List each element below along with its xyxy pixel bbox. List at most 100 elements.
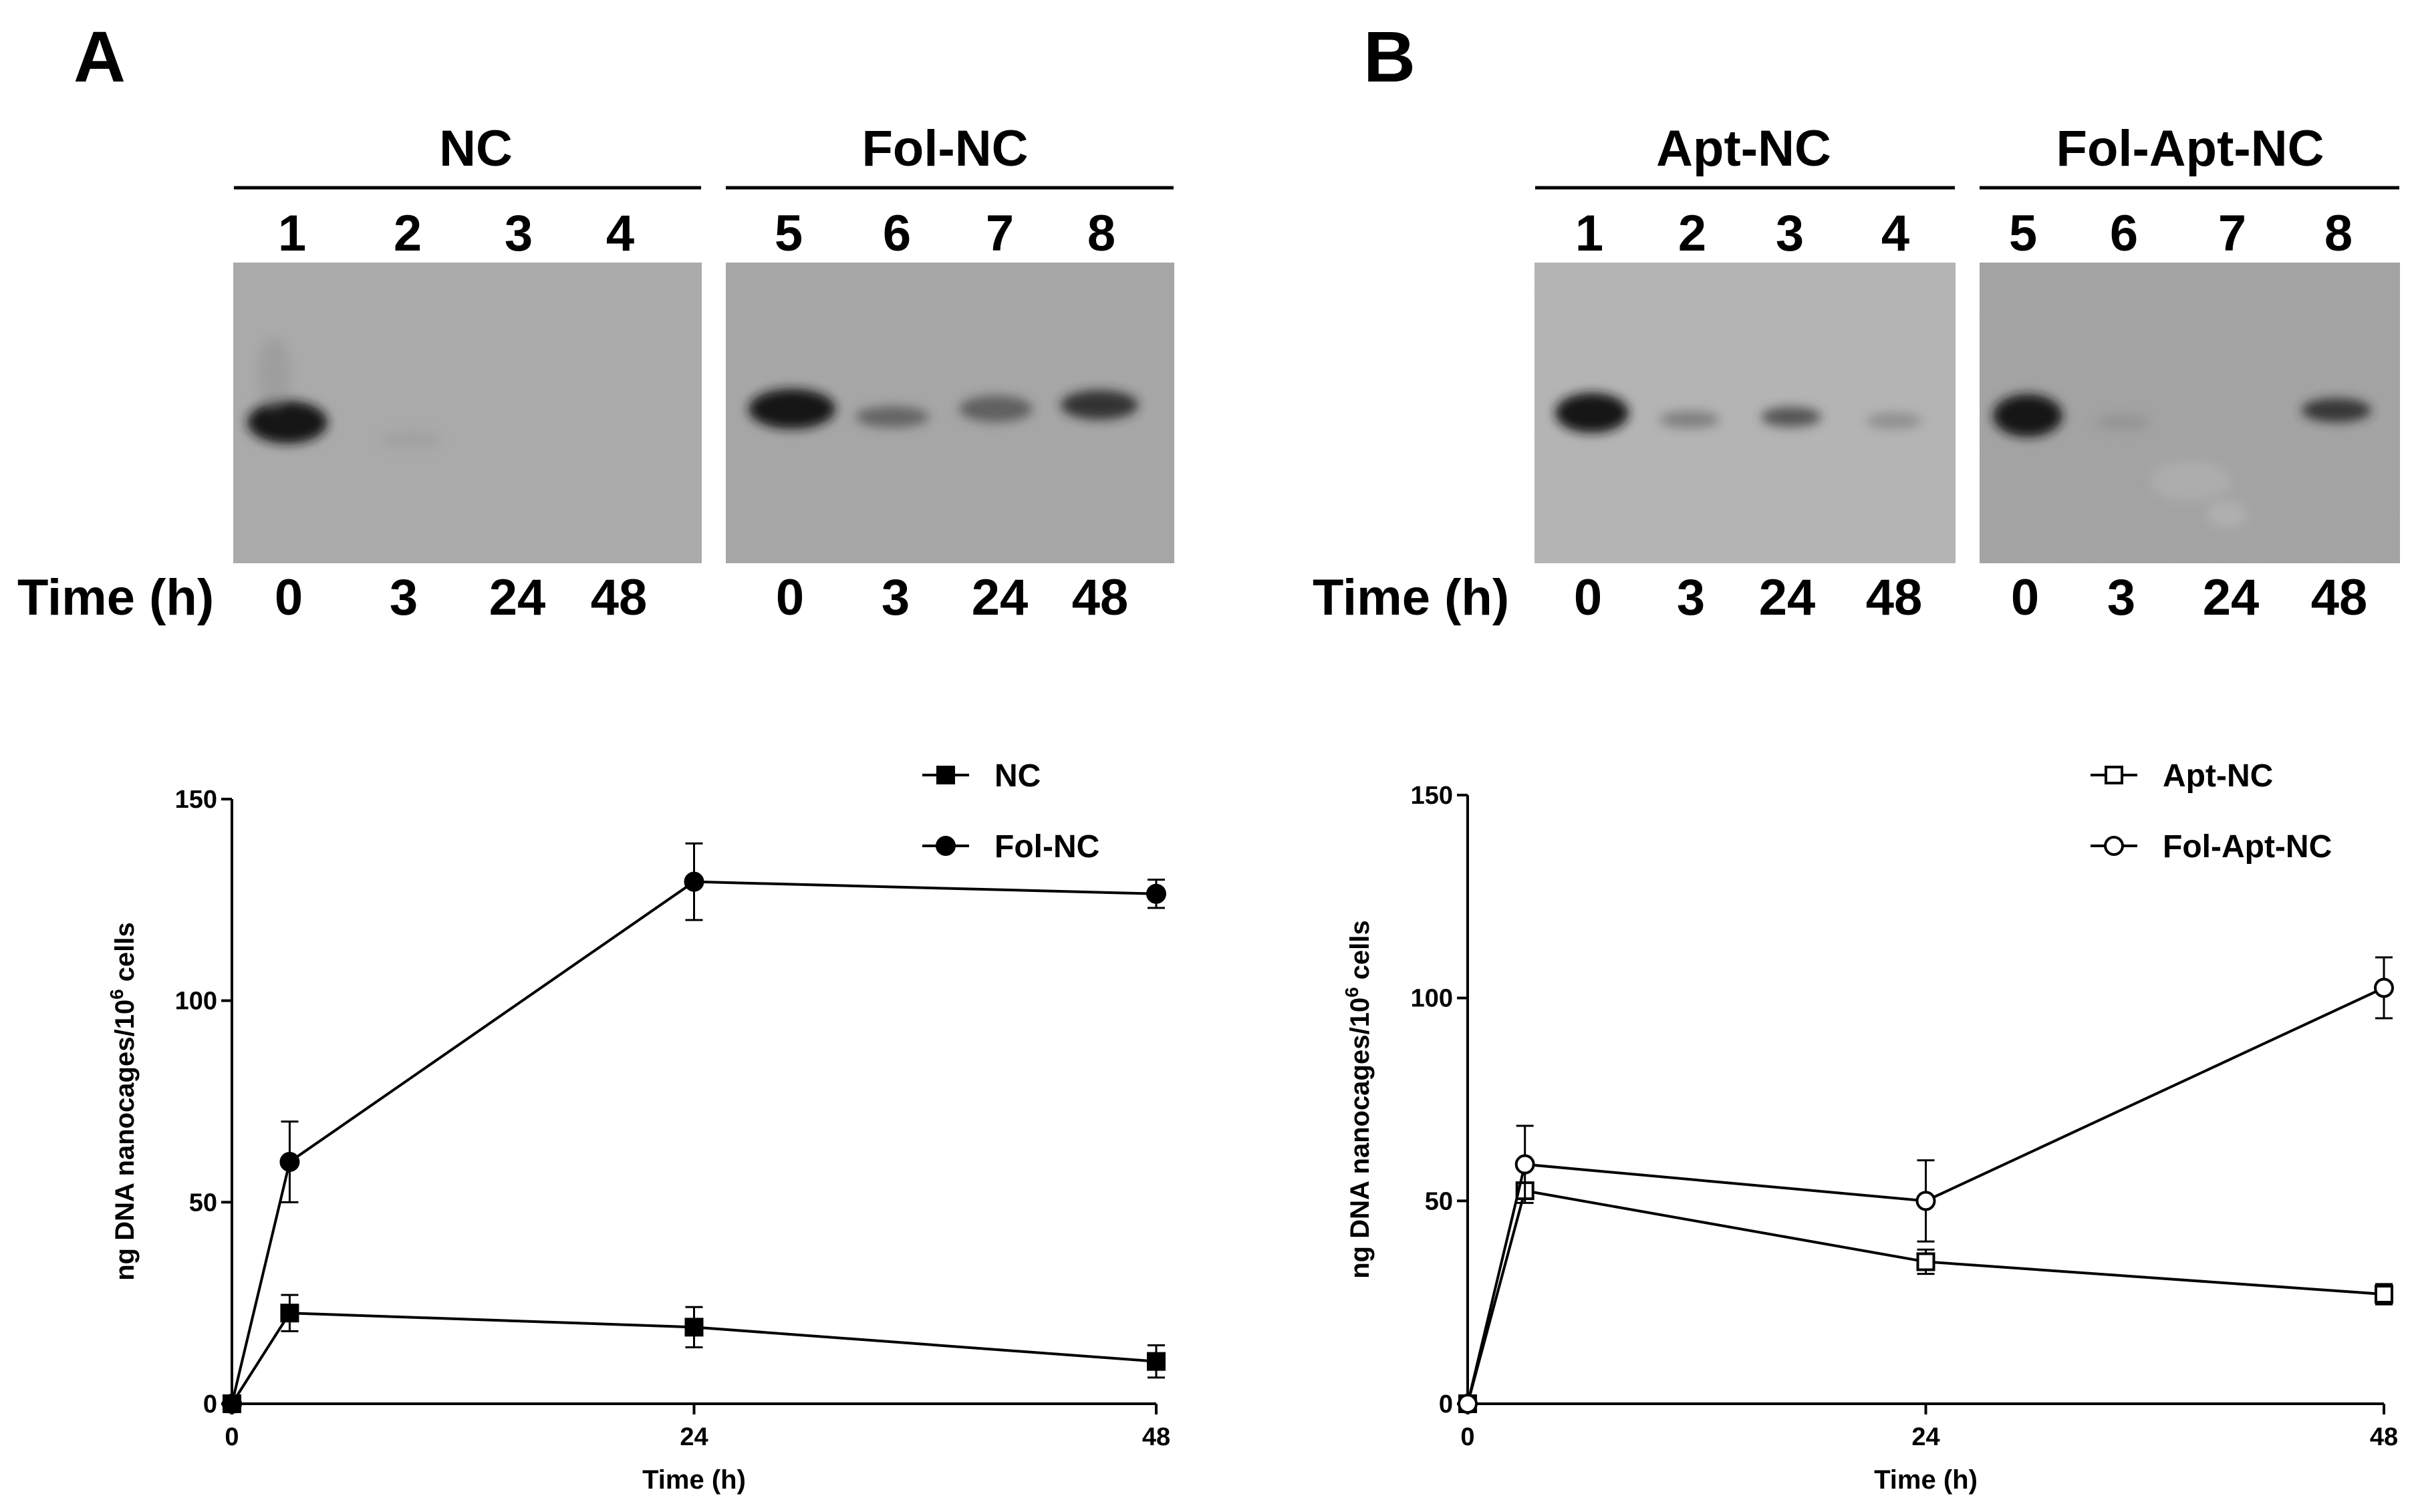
gel-a-lane-number: 8 — [1087, 205, 1115, 262]
series-fol-nc — [222, 842, 1166, 1414]
gel-b-time-value: 0 — [2011, 569, 2039, 626]
gel-b-lane-number: 7 — [2218, 205, 2246, 262]
legend-label: Fol-NC — [994, 829, 1099, 865]
gel-a-time-value: 48 — [1072, 569, 1129, 626]
gel-a-lane-number: 3 — [505, 205, 533, 262]
gel-b-time-value: 48 — [1866, 569, 1923, 626]
data-point — [684, 871, 704, 892]
series-line — [231, 880, 1157, 1404]
gel-band — [2302, 398, 2371, 422]
data-point — [2374, 977, 2394, 998]
gel-band — [1659, 411, 1720, 428]
gel-b-group2-title: Fol-Apt-NC — [2056, 120, 2324, 177]
legend-label: NC — [994, 758, 1041, 794]
gel-a-time-label: Time (h) — [17, 569, 214, 626]
legend-marker — [936, 836, 956, 856]
y-tick-label: 50 — [189, 1189, 217, 1217]
gel-b-image-left — [1534, 263, 1956, 563]
panel-b: B Apt-NC Fol-Apt-NC 1 2 3 4 5 6 7 8 — [1313, 16, 2400, 1495]
y-tick-label: 0 — [1439, 1390, 1453, 1418]
y-axis-label: ng DNA nanocages/106 cells — [106, 922, 140, 1281]
gel-band — [247, 401, 327, 444]
panel-a: A NC Fol-NC 1 2 3 4 5 6 7 8 — [17, 16, 1174, 1495]
gel-band — [2095, 414, 2151, 431]
gel-band — [1866, 413, 1922, 429]
data-point — [1514, 1154, 1535, 1175]
gel-a-lane-number: 2 — [394, 205, 422, 262]
legend-marker — [2105, 766, 2123, 784]
gel-b-lane-number: 1 — [1575, 205, 1603, 262]
gel-band — [1061, 390, 1138, 420]
gel-b-lane-number: 8 — [2324, 205, 2353, 262]
gel-a-times: 0 3 24 48 0 3 24 48 — [275, 569, 1128, 626]
gel-band — [1993, 394, 2062, 437]
data-point — [1915, 1191, 1936, 1211]
y-tick-label: 150 — [1411, 782, 1453, 810]
data-point — [1916, 1252, 1935, 1271]
y-tick-label: 150 — [175, 786, 217, 814]
legend-label: Fol-Apt-NC — [2163, 829, 2332, 865]
data-point — [1458, 1394, 1478, 1414]
x-tick-label: 0 — [1460, 1423, 1474, 1451]
gel-a-time-value: 24 — [972, 569, 1029, 626]
gel-a-image-left — [233, 263, 702, 563]
gel-band — [749, 389, 835, 429]
gel-b-times: 0 3 24 48 0 3 24 48 — [1574, 569, 2367, 626]
gel-a-time-value: 0 — [275, 569, 303, 626]
gel-a-time-value: 48 — [591, 569, 648, 626]
data-point — [2375, 1285, 2393, 1304]
gel-a-image-right — [726, 263, 1174, 563]
x-axis-label: Time (h) — [1874, 1465, 1978, 1495]
gel-b-time-value: 24 — [2203, 569, 2260, 626]
gel-a-time-value: 24 — [489, 569, 546, 626]
legend-marker — [936, 766, 955, 784]
data-point — [280, 1304, 299, 1323]
y-tick-label: 50 — [1425, 1187, 1453, 1215]
series-line — [1466, 1189, 2385, 1404]
y-tick-label: 100 — [175, 988, 217, 1016]
gel-a-lane-numbers: 1 2 3 4 5 6 7 8 — [278, 205, 1115, 262]
gel-band — [959, 396, 1033, 422]
gel-a-time-value: 3 — [882, 569, 910, 626]
gel-b-time-value: 24 — [1759, 569, 1816, 626]
panel-letter-b: B — [1363, 16, 1416, 97]
data-point — [279, 1152, 300, 1172]
series-nc — [223, 1294, 1166, 1413]
gel-b-lane-number: 5 — [2009, 205, 2037, 262]
gel-band — [1555, 393, 1629, 433]
gel-b-time-label: Time (h) — [1313, 569, 1509, 626]
chart-b: 0 50 100 150 0 24 48 Time (h) ng DNA nanocages/1… — [1341, 758, 2398, 1495]
gel-a-time-value: 3 — [390, 569, 418, 626]
series-line — [1466, 986, 2385, 1404]
gel-b-time-value: 48 — [2311, 569, 2368, 626]
x-axis-label: Time (h) — [642, 1465, 746, 1495]
data-point — [222, 1394, 242, 1414]
gel-a-lane-number: 5 — [775, 205, 803, 262]
gel-a-lane-number: 7 — [986, 205, 1014, 262]
x-tick-label: 0 — [225, 1423, 239, 1451]
x-tick-label: 24 — [680, 1423, 708, 1451]
y-tick-label: 0 — [203, 1390, 217, 1418]
gel-a-lane-number: 6 — [883, 205, 911, 262]
y-axis-label: ng DNA nanocages/106 cells — [1341, 920, 1375, 1279]
data-point — [1147, 1352, 1166, 1371]
gel-a-lane-number: 4 — [606, 205, 634, 262]
data-point — [1146, 883, 1166, 904]
gel-a-group1-title: NC — [439, 120, 513, 177]
gel-b-lane-number: 4 — [1881, 205, 1909, 262]
gel-band — [855, 406, 929, 428]
series-fol-apt-nc — [1458, 956, 2394, 1414]
gel-b-lane-numbers: 1 2 3 4 5 6 7 8 — [1575, 205, 2353, 262]
panel-letter-a: A — [74, 16, 126, 97]
x-tick-label: 24 — [1911, 1423, 1939, 1451]
x-tick-label: 48 — [1142, 1423, 1170, 1451]
legend-label: Apt-NC — [2163, 758, 2273, 794]
gel-b-time-value: 3 — [1677, 569, 1705, 626]
gel-band — [1761, 407, 1821, 427]
x-tick-label: 48 — [2370, 1423, 2398, 1451]
y-tick-label: 100 — [1411, 985, 1453, 1013]
gel-b-time-value: 3 — [2107, 569, 2135, 626]
legend-marker — [2104, 836, 2124, 856]
